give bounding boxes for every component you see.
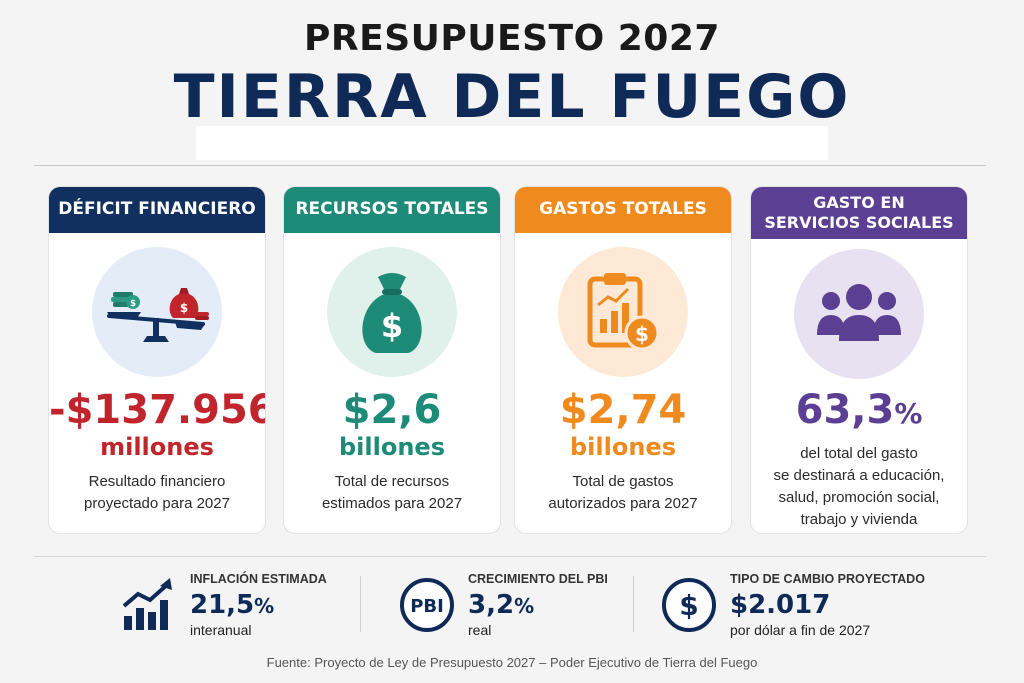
pbi-icon-text: PBI — [410, 596, 444, 617]
pbi-badge-icon: PBI — [398, 576, 456, 634]
gastos-description: Total de gastos autorizados para 2027 — [515, 471, 731, 515]
pbi-value: 3,2% — [468, 590, 534, 620]
inflacion-value: 21,5% — [190, 590, 274, 620]
stat-inflacion: INFLACIÓN ESTIMADA 21,5% interanual — [120, 572, 350, 642]
recursos-desc-line1: Total de recursos — [334, 473, 450, 490]
money-bag-icon: $ — [327, 247, 457, 377]
gastos-desc-line2: autorizados para 2027 — [548, 495, 698, 512]
gastos-value: $2,74 — [559, 387, 687, 433]
card-servicios-sociales: GASTO EN SERVICIOS SOCIALES 63,3% del to… — [750, 186, 968, 534]
servicios-desc-line4: trabajo y vivienda — [800, 511, 918, 528]
card-servicios-header: GASTO EN SERVICIOS SOCIALES — [751, 187, 967, 239]
stats-divider — [34, 556, 986, 557]
title-underline-band — [196, 126, 828, 160]
header-divider — [34, 165, 986, 166]
stat-pbi: PBI CRECIMIENTO DEL PBI 3,2% real — [398, 572, 618, 642]
pbi-sub: real — [468, 622, 492, 638]
gastos-desc-line1: Total de gastos — [572, 473, 674, 490]
pbi-percent: % — [514, 594, 535, 618]
inflacion-percent: % — [254, 594, 275, 618]
recursos-desc-line2: estimados para 2027 — [321, 495, 463, 512]
deficit-description: Resultado financiero proyectado para 202… — [49, 471, 265, 515]
deficit-desc-line1: Resultado financiero — [88, 473, 226, 490]
svg-text:$: $ — [180, 301, 188, 315]
card-deficit-header: DÉFICIT FINANCIERO — [49, 187, 265, 233]
card-recursos: RECURSOS TOTALES $ $2,6 billones Total d… — [283, 186, 501, 534]
servicios-value: 63,3% — [751, 387, 967, 437]
clipboard-chart-icon: $ — [558, 247, 688, 377]
dollar-circle-icon: $ — [660, 576, 718, 634]
servicios-value-percent: % — [894, 397, 923, 430]
page-title-line1: PRESUPUESTO 2027 — [304, 18, 720, 59]
servicios-desc-line1: del total del gasto — [800, 445, 918, 462]
card-recursos-header: RECURSOS TOTALES — [284, 187, 500, 233]
trend-up-chart-icon — [120, 576, 178, 634]
card-gastos: GASTOS TOTALES $ $2,74 billones Total de… — [514, 186, 732, 534]
servicios-description: del total del gasto se destinará a educa… — [751, 443, 967, 531]
recursos-unit: billones — [339, 433, 445, 461]
inflacion-label: INFLACIÓN ESTIMADA — [190, 572, 327, 586]
stat-tipo-cambio: $ TIPO DE CAMBIO PROYECTADO $2.017 por d… — [660, 572, 930, 642]
servicios-desc-line2: se destinará a educación, — [773, 467, 945, 484]
servicios-value-number: 63,3 — [795, 387, 895, 433]
stat-separator — [360, 576, 361, 632]
recursos-value: $2,6 — [342, 387, 442, 433]
card-gastos-header: GASTOS TOTALES — [515, 187, 731, 233]
pbi-number: 3,2 — [468, 590, 515, 620]
tipo-cambio-value: $2.017 — [730, 590, 831, 620]
inflacion-sub: interanual — [190, 622, 252, 638]
servicios-desc-line3: salud, promoción social, — [778, 489, 940, 506]
tipo-cambio-label: TIPO DE CAMBIO PROYECTADO — [730, 572, 925, 586]
inflacion-number: 21,5 — [190, 590, 255, 620]
servicios-header-line2: SERVICIOS SOCIALES — [764, 213, 954, 232]
deficit-value: -$137.956 — [49, 387, 266, 433]
svg-text:$: $ — [130, 299, 136, 309]
recursos-description: Total de recursos estimados para 2027 — [284, 471, 500, 515]
tipo-cambio-sub: por dólar a fin de 2027 — [730, 622, 871, 638]
deficit-desc-line2: proyectado para 2027 — [84, 495, 230, 512]
balance-scale-icon: $ $ — [92, 247, 222, 377]
svg-text:$: $ — [679, 589, 698, 622]
page-title-line2: TIERRA DEL FUEGO — [173, 62, 851, 132]
people-group-icon — [794, 249, 924, 379]
source-footnote: Fuente: Proyecto de Ley de Presupuesto 2… — [266, 655, 758, 670]
stat-separator — [633, 576, 634, 632]
svg-text:$: $ — [635, 322, 649, 346]
servicios-header-line1: GASTO EN — [813, 193, 905, 212]
deficit-unit: millones — [100, 433, 214, 461]
pbi-label: CRECIMIENTO DEL PBI — [468, 572, 608, 586]
card-deficit: DÉFICIT FINANCIERO $ $ -$137.956 millone… — [48, 186, 266, 534]
svg-text:$: $ — [381, 307, 403, 345]
gastos-unit: billones — [570, 433, 676, 461]
